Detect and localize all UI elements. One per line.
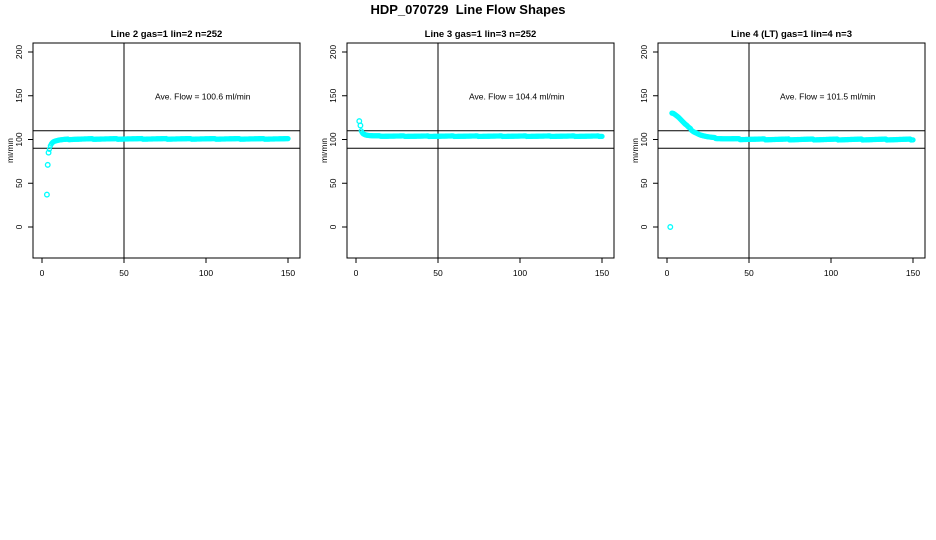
x-tick-label: 0 — [665, 268, 670, 278]
y-tick-label: 0 — [639, 224, 649, 229]
data-point — [667, 224, 674, 230]
y-tick-label: 150 — [14, 88, 24, 102]
y-axis-label: ml/min — [8, 138, 15, 163]
data-point — [357, 122, 364, 129]
ave-flow-annotation: Ave. Flow = 100.6 ml/min — [155, 91, 251, 101]
ave-flow-annotation: Ave. Flow = 101.5 ml/min — [780, 91, 876, 101]
panel-title: Line 4 (LT) gas=1 lin=4 n=3 — [731, 29, 852, 40]
panel-title: Line 2 gas=1 lin=2 n=252 — [111, 29, 223, 40]
x-tick-label: 50 — [433, 268, 443, 278]
data-point — [44, 161, 51, 168]
x-tick-label: 50 — [119, 268, 129, 278]
x-tick-label: 100 — [513, 268, 527, 278]
panel-line-2: Line 2 gas=1 lin=2 n=252 0 50 100 150 200 0 50 1… — [5, 24, 302, 286]
y-tick-label: 50 — [14, 178, 24, 188]
data-point — [45, 149, 52, 156]
x-tick-label: 50 — [744, 268, 754, 278]
y-tick-label: 150 — [328, 88, 338, 102]
y-tick-label: 150 — [639, 88, 649, 102]
x-tick-label: 0 — [40, 268, 45, 278]
plot-box — [346, 42, 615, 259]
plot-box — [657, 42, 926, 259]
x-tick-label: 150 — [281, 268, 295, 278]
scatter-plot-line-3: Line 3 gas=1 lin=3 n=252 0 50 100 150 200 0 50 1… — [319, 29, 615, 278]
data-point — [910, 137, 916, 143]
panel-line-4: Line 4 (LT) gas=1 lin=4 n=3 0 50 100 150 200 0… — [630, 24, 927, 286]
x-tick-label: 150 — [906, 268, 920, 278]
data-point — [43, 191, 50, 198]
y-tick-label: 0 — [14, 224, 24, 229]
ave-flow-annotation: Ave. Flow = 104.4 ml/min — [469, 91, 565, 101]
data-points — [43, 135, 291, 198]
y-tick-label: 200 — [328, 45, 338, 59]
y-tick-label: 200 — [14, 45, 24, 59]
data-point — [285, 135, 291, 142]
y-tick-label: 50 — [328, 178, 338, 188]
x-tick-label: 150 — [595, 268, 609, 278]
x-tick-label: 0 — [354, 268, 359, 278]
y-tick-label: 100 — [328, 132, 338, 146]
y-tick-label: 100 — [14, 132, 24, 146]
figure-title: HDP_070729 Line Flow Shapes — [370, 2, 566, 17]
data-points — [667, 110, 916, 230]
data-point — [599, 133, 605, 140]
y-axis-label: ml/min — [633, 138, 640, 163]
y-tick-label: 0 — [328, 224, 338, 229]
panel-title: Line 3 gas=1 lin=3 n=252 — [425, 29, 537, 40]
scatter-plot-line-4: Line 4 (LT) gas=1 lin=4 n=3 0 50 100 150 200 0… — [630, 29, 926, 278]
x-tick-label: 100 — [824, 268, 838, 278]
plot-box — [32, 42, 301, 259]
panel-line-3: Line 3 gas=1 lin=3 n=252 0 50 100 150 200 0 50 1… — [319, 24, 616, 286]
data-points — [356, 118, 605, 140]
y-tick-label: 50 — [639, 178, 649, 188]
y-axis-label: ml/min — [322, 138, 329, 163]
y-tick-label: 100 — [639, 132, 649, 146]
y-tick-label: 200 — [639, 45, 649, 59]
scatter-plot-line-2: Line 2 gas=1 lin=2 n=252 0 50 100 150 200 0 50 1… — [5, 29, 301, 278]
x-tick-label: 100 — [199, 268, 213, 278]
